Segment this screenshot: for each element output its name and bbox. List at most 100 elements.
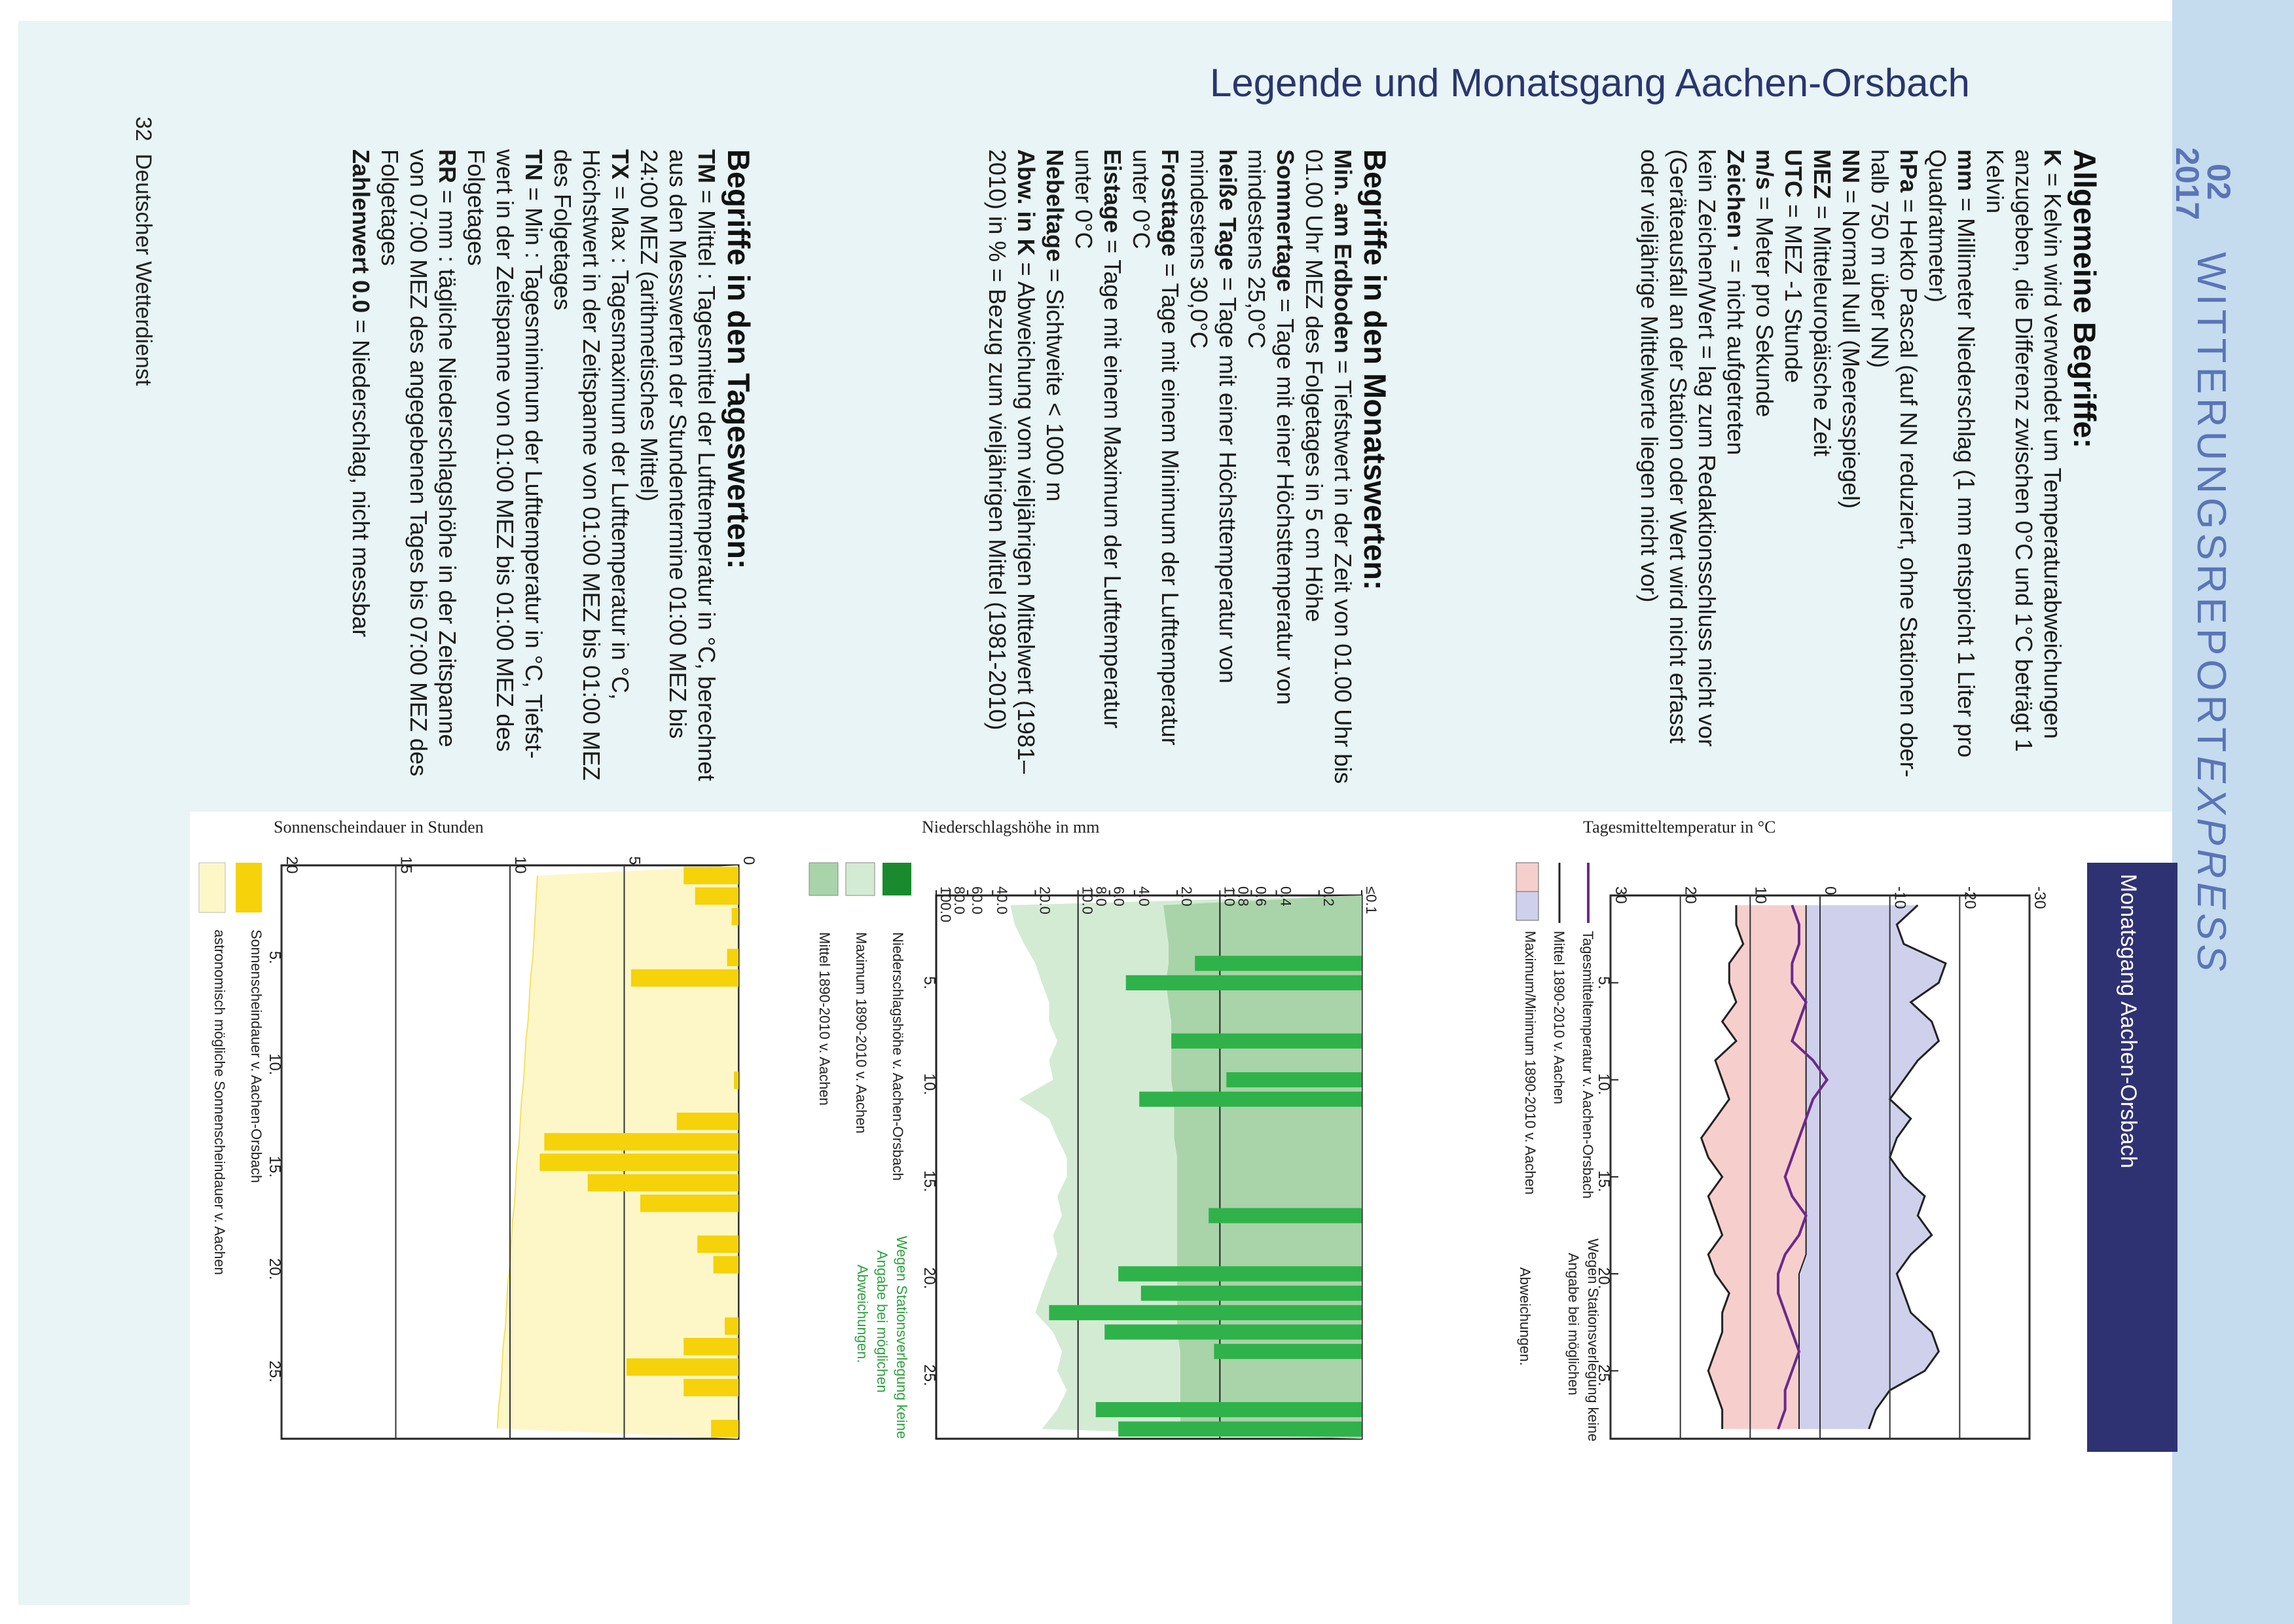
tick-label: 60.0	[969, 886, 985, 914]
x-tick-label: 5.	[920, 976, 938, 989]
min-band	[1799, 905, 1946, 1430]
bar	[683, 867, 738, 884]
legend-label: Mittel 1890-2010 v. Aachen	[1551, 931, 1567, 1104]
tick-label: 0	[1821, 886, 1839, 895]
tick-label: 20	[283, 856, 300, 874]
tick-label: 0.8	[1235, 886, 1251, 907]
bar	[1049, 1305, 1362, 1320]
legend-swatch-max	[1516, 862, 1539, 892]
bar	[731, 907, 738, 926]
tick-label: 6.0	[1111, 886, 1127, 907]
x-tick-label: 15.	[920, 1170, 938, 1192]
legend-swatch-max	[845, 862, 875, 896]
tick-label: -30	[2031, 886, 2048, 909]
x-tick-label: 10.	[920, 1074, 938, 1095]
bar	[587, 1174, 738, 1192]
legend-swatch-mean	[809, 862, 839, 896]
x-tick-label: 10.	[1595, 1074, 1612, 1095]
x-tick-label: 25.	[266, 1361, 283, 1382]
astro-line	[496, 875, 538, 1429]
tick-label: -20	[1961, 886, 1978, 909]
legend-swatch-bar	[236, 863, 262, 912]
bar	[713, 1255, 738, 1274]
legend-swatch-min	[1516, 891, 1539, 921]
tick-label: 4.0	[1136, 886, 1152, 907]
bar	[1104, 1324, 1362, 1340]
tick-label: 2.0	[1178, 886, 1195, 907]
mean-line	[1798, 905, 1807, 1430]
bar	[626, 1358, 738, 1376]
x-tick-label: 15.	[1595, 1170, 1612, 1192]
tick-label: 10	[511, 856, 529, 874]
tick-label: 40.0	[994, 886, 1010, 914]
x-tick-label: 5.	[266, 951, 283, 964]
note-line: Angabe bei möglichen	[874, 1250, 890, 1393]
max-line	[1700, 905, 1745, 1430]
legend-label: Niederschlagshöhe v. Aachen-Orsbach	[890, 932, 906, 1181]
tick-label: 20	[1682, 886, 1700, 904]
bar	[1140, 1286, 1362, 1301]
tick-label: 8.0	[1093, 886, 1110, 907]
tick-label: 100.0	[938, 886, 954, 922]
note-line: Wegen Stationsverlegung keine	[894, 1236, 910, 1439]
bar	[1139, 1091, 1362, 1107]
bar	[1118, 1421, 1362, 1437]
bar	[640, 1194, 738, 1212]
legend-label: Maximum/Minimum 1890-2010 v. Aachen	[1522, 931, 1538, 1195]
bar	[1171, 1033, 1362, 1049]
chart-title: Tagesmitteltemperatur in °C	[1583, 818, 1776, 837]
astro-area	[497, 865, 738, 1439]
tick-label: 30	[1612, 886, 1629, 904]
legend-swatch-astro	[198, 862, 226, 913]
legend-label: Mittel 1890-2010 v. Aachen	[816, 932, 833, 1106]
min-line	[1868, 904, 1947, 1430]
note-line: Angabe bei möglichen	[1565, 1253, 1582, 1396]
bar	[727, 948, 738, 967]
tick-label: 0.6	[1252, 886, 1269, 907]
monatsgang-header	[2087, 863, 2177, 1452]
tick-label: 5	[626, 856, 644, 865]
bar	[1195, 956, 1362, 971]
tick-label: -10	[1891, 886, 1909, 909]
bar	[1226, 1072, 1362, 1088]
bar	[539, 1153, 738, 1171]
tick-label: 10	[1751, 886, 1769, 904]
x-tick-label: 20.	[1595, 1267, 1612, 1289]
legend-label: astronomisch mögliche Sonnenscheindauer …	[211, 929, 228, 1275]
bar	[1125, 975, 1362, 990]
bar	[695, 887, 738, 905]
tick-label: 10.0	[1080, 886, 1096, 914]
tick-label: 0.4	[1278, 886, 1294, 907]
mean-area	[1163, 895, 1362, 1439]
side-strip	[2172, 0, 2294, 1624]
tick-label: 1.0	[1221, 886, 1237, 907]
tick-label: 0.2	[1320, 886, 1337, 907]
chart-title: Sonnenscheindauer in Stunden	[274, 818, 484, 837]
bar	[676, 1112, 738, 1130]
temperature-chart: Tagesmitteltemperatur in °C -30 -20 -10 0 10 2…	[1516, 818, 2048, 1441]
x-tick-label: 5.	[1595, 976, 1612, 989]
x-tick-label: 15.	[266, 1156, 283, 1178]
legend-label: Tagesmitteltemperatur v. Aachen-Orsbach	[1580, 931, 1596, 1199]
precipitation-chart: Niederschlagshöhe in mm≤0.10.20.40.60.81…	[809, 818, 1379, 1440]
tick-label: 20.0	[1036, 886, 1053, 914]
bar	[711, 1420, 738, 1437]
tick-label: 15	[397, 856, 415, 874]
series-line	[1777, 905, 1829, 1430]
legend-label: Maximum 1890-2010 v. Aachen	[853, 932, 869, 1134]
bar	[734, 1072, 738, 1089]
note-line: Wegen Stationsverlegung keine	[1585, 1238, 1601, 1441]
note-line: Abweichungen.	[854, 1265, 871, 1363]
bar	[1118, 1266, 1362, 1282]
x-tick-label: 20.	[266, 1258, 283, 1280]
bar	[683, 1337, 738, 1356]
legend-swatch-bar	[883, 863, 911, 895]
bar	[725, 1317, 738, 1335]
x-tick-label: 25.	[1595, 1364, 1612, 1386]
bar	[697, 1235, 738, 1254]
tick-label: ≤0.1	[1363, 886, 1379, 914]
legend-label: Sonnenscheindauer v. Aachen-Orsbach	[248, 929, 264, 1183]
page-title: Legende und Monatsgang Aachen-Orsbach	[1210, 61, 1970, 105]
bar	[1095, 1401, 1362, 1418]
